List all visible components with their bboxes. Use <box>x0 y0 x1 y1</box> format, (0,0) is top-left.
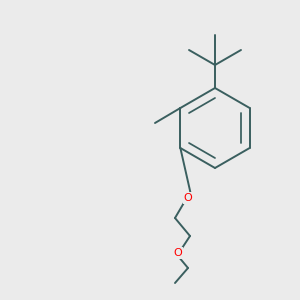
Text: O: O <box>184 193 192 203</box>
Text: O: O <box>174 248 182 258</box>
